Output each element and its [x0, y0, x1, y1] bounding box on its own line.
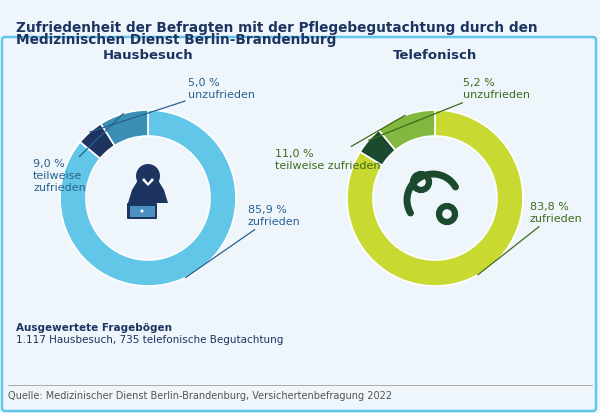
Text: Zufriedenheit der Befragten mit der Pflegebegutachtung durch den: Zufriedenheit der Befragten mit der Pfle…	[16, 21, 538, 35]
Text: 5,0 %
unzufrieden: 5,0 % unzufrieden	[90, 78, 255, 132]
FancyBboxPatch shape	[127, 203, 157, 219]
Circle shape	[140, 209, 143, 213]
Circle shape	[136, 164, 160, 188]
Text: 85,9 %
zufrieden: 85,9 % zufrieden	[185, 205, 301, 278]
Wedge shape	[379, 110, 435, 150]
Circle shape	[87, 137, 209, 259]
Wedge shape	[80, 124, 115, 159]
Wedge shape	[347, 110, 523, 286]
Text: 1.117 Hausbesuch, 735 telefonische Begutachtung: 1.117 Hausbesuch, 735 telefonische Begut…	[16, 335, 283, 345]
Text: 83,8 %
zufrieden: 83,8 % zufrieden	[478, 202, 583, 275]
Text: 9,0 %
teilweise
zufrieden: 9,0 % teilweise zufrieden	[33, 114, 124, 192]
Wedge shape	[360, 130, 395, 166]
Polygon shape	[128, 180, 168, 203]
Circle shape	[374, 137, 496, 259]
Polygon shape	[142, 178, 154, 186]
Text: Hausbesuch: Hausbesuch	[103, 49, 193, 62]
Wedge shape	[101, 110, 148, 146]
Text: 5,2 %
unzufrieden: 5,2 % unzufrieden	[368, 78, 530, 140]
Wedge shape	[60, 110, 236, 286]
FancyBboxPatch shape	[2, 37, 596, 411]
Text: Quelle: Medizinischer Dienst Berlin-Brandenburg, Versichertenbefragung 2022: Quelle: Medizinischer Dienst Berlin-Bran…	[8, 391, 392, 401]
Text: 11,0 %
teilweise zufrieden: 11,0 % teilweise zufrieden	[275, 115, 405, 171]
FancyBboxPatch shape	[130, 206, 155, 216]
Text: Ausgewertete Fragebögen: Ausgewertete Fragebögen	[16, 323, 172, 333]
Text: Telefonisch: Telefonisch	[393, 49, 477, 62]
Text: Medizinischen Dienst Berlin-Brandenburg: Medizinischen Dienst Berlin-Brandenburg	[16, 33, 337, 47]
